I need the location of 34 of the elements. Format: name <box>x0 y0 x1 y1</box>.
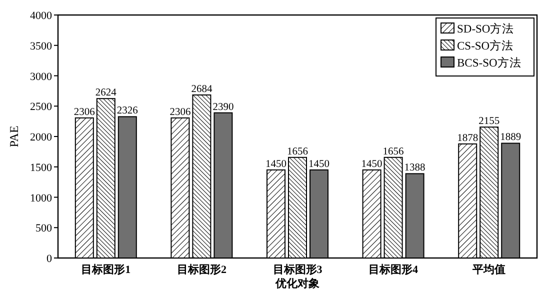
legend-label: SD-SO方法 <box>457 22 514 36</box>
data-label: 2155 <box>478 116 500 128</box>
y-tick-label: 500 <box>36 222 52 235</box>
data-label: 1656 <box>287 146 308 158</box>
data-label: 2326 <box>116 106 138 117</box>
y-tick-label: 2500 <box>30 101 52 114</box>
data-label: 1450 <box>266 158 286 170</box>
y-tick-label: 4000 <box>30 10 52 22</box>
data-label: 2684 <box>191 84 213 95</box>
x-tick-label: 目标图形2 <box>176 263 227 276</box>
data-label: 2624 <box>95 88 118 99</box>
data-label: 2306 <box>170 106 191 118</box>
y-tick-label: 1500 <box>30 162 52 174</box>
data-label: 1388 <box>404 162 426 174</box>
y-tick-label: 3000 <box>30 70 52 83</box>
x-tick-label: 目标图形4 <box>368 263 419 276</box>
x-tick-label: 目标图形3 <box>272 263 323 276</box>
data-label: 1450 <box>308 158 330 170</box>
x-axis-title: 优化对象 <box>274 277 320 290</box>
y-tick-label: 0 <box>46 253 52 265</box>
data-label: 1889 <box>500 132 522 144</box>
y-tick-label: 1000 <box>30 192 52 204</box>
legend-label: BCS-SO方法 <box>457 56 522 70</box>
data-label: 1878 <box>457 132 478 144</box>
y-tick-label: 3500 <box>30 40 52 52</box>
y-tick-label: 2000 <box>30 132 52 144</box>
data-label: 1656 <box>382 146 404 158</box>
data-label: 2306 <box>74 106 95 118</box>
y-axis-title: PAE <box>7 126 21 148</box>
data-label: 1450 <box>361 158 382 170</box>
legend-label: CS-SO方法 <box>457 38 514 52</box>
data-label: 2390 <box>212 102 234 113</box>
x-tick-label: 平均值 <box>472 263 506 276</box>
x-tick-label: 目标图形1 <box>81 263 131 276</box>
